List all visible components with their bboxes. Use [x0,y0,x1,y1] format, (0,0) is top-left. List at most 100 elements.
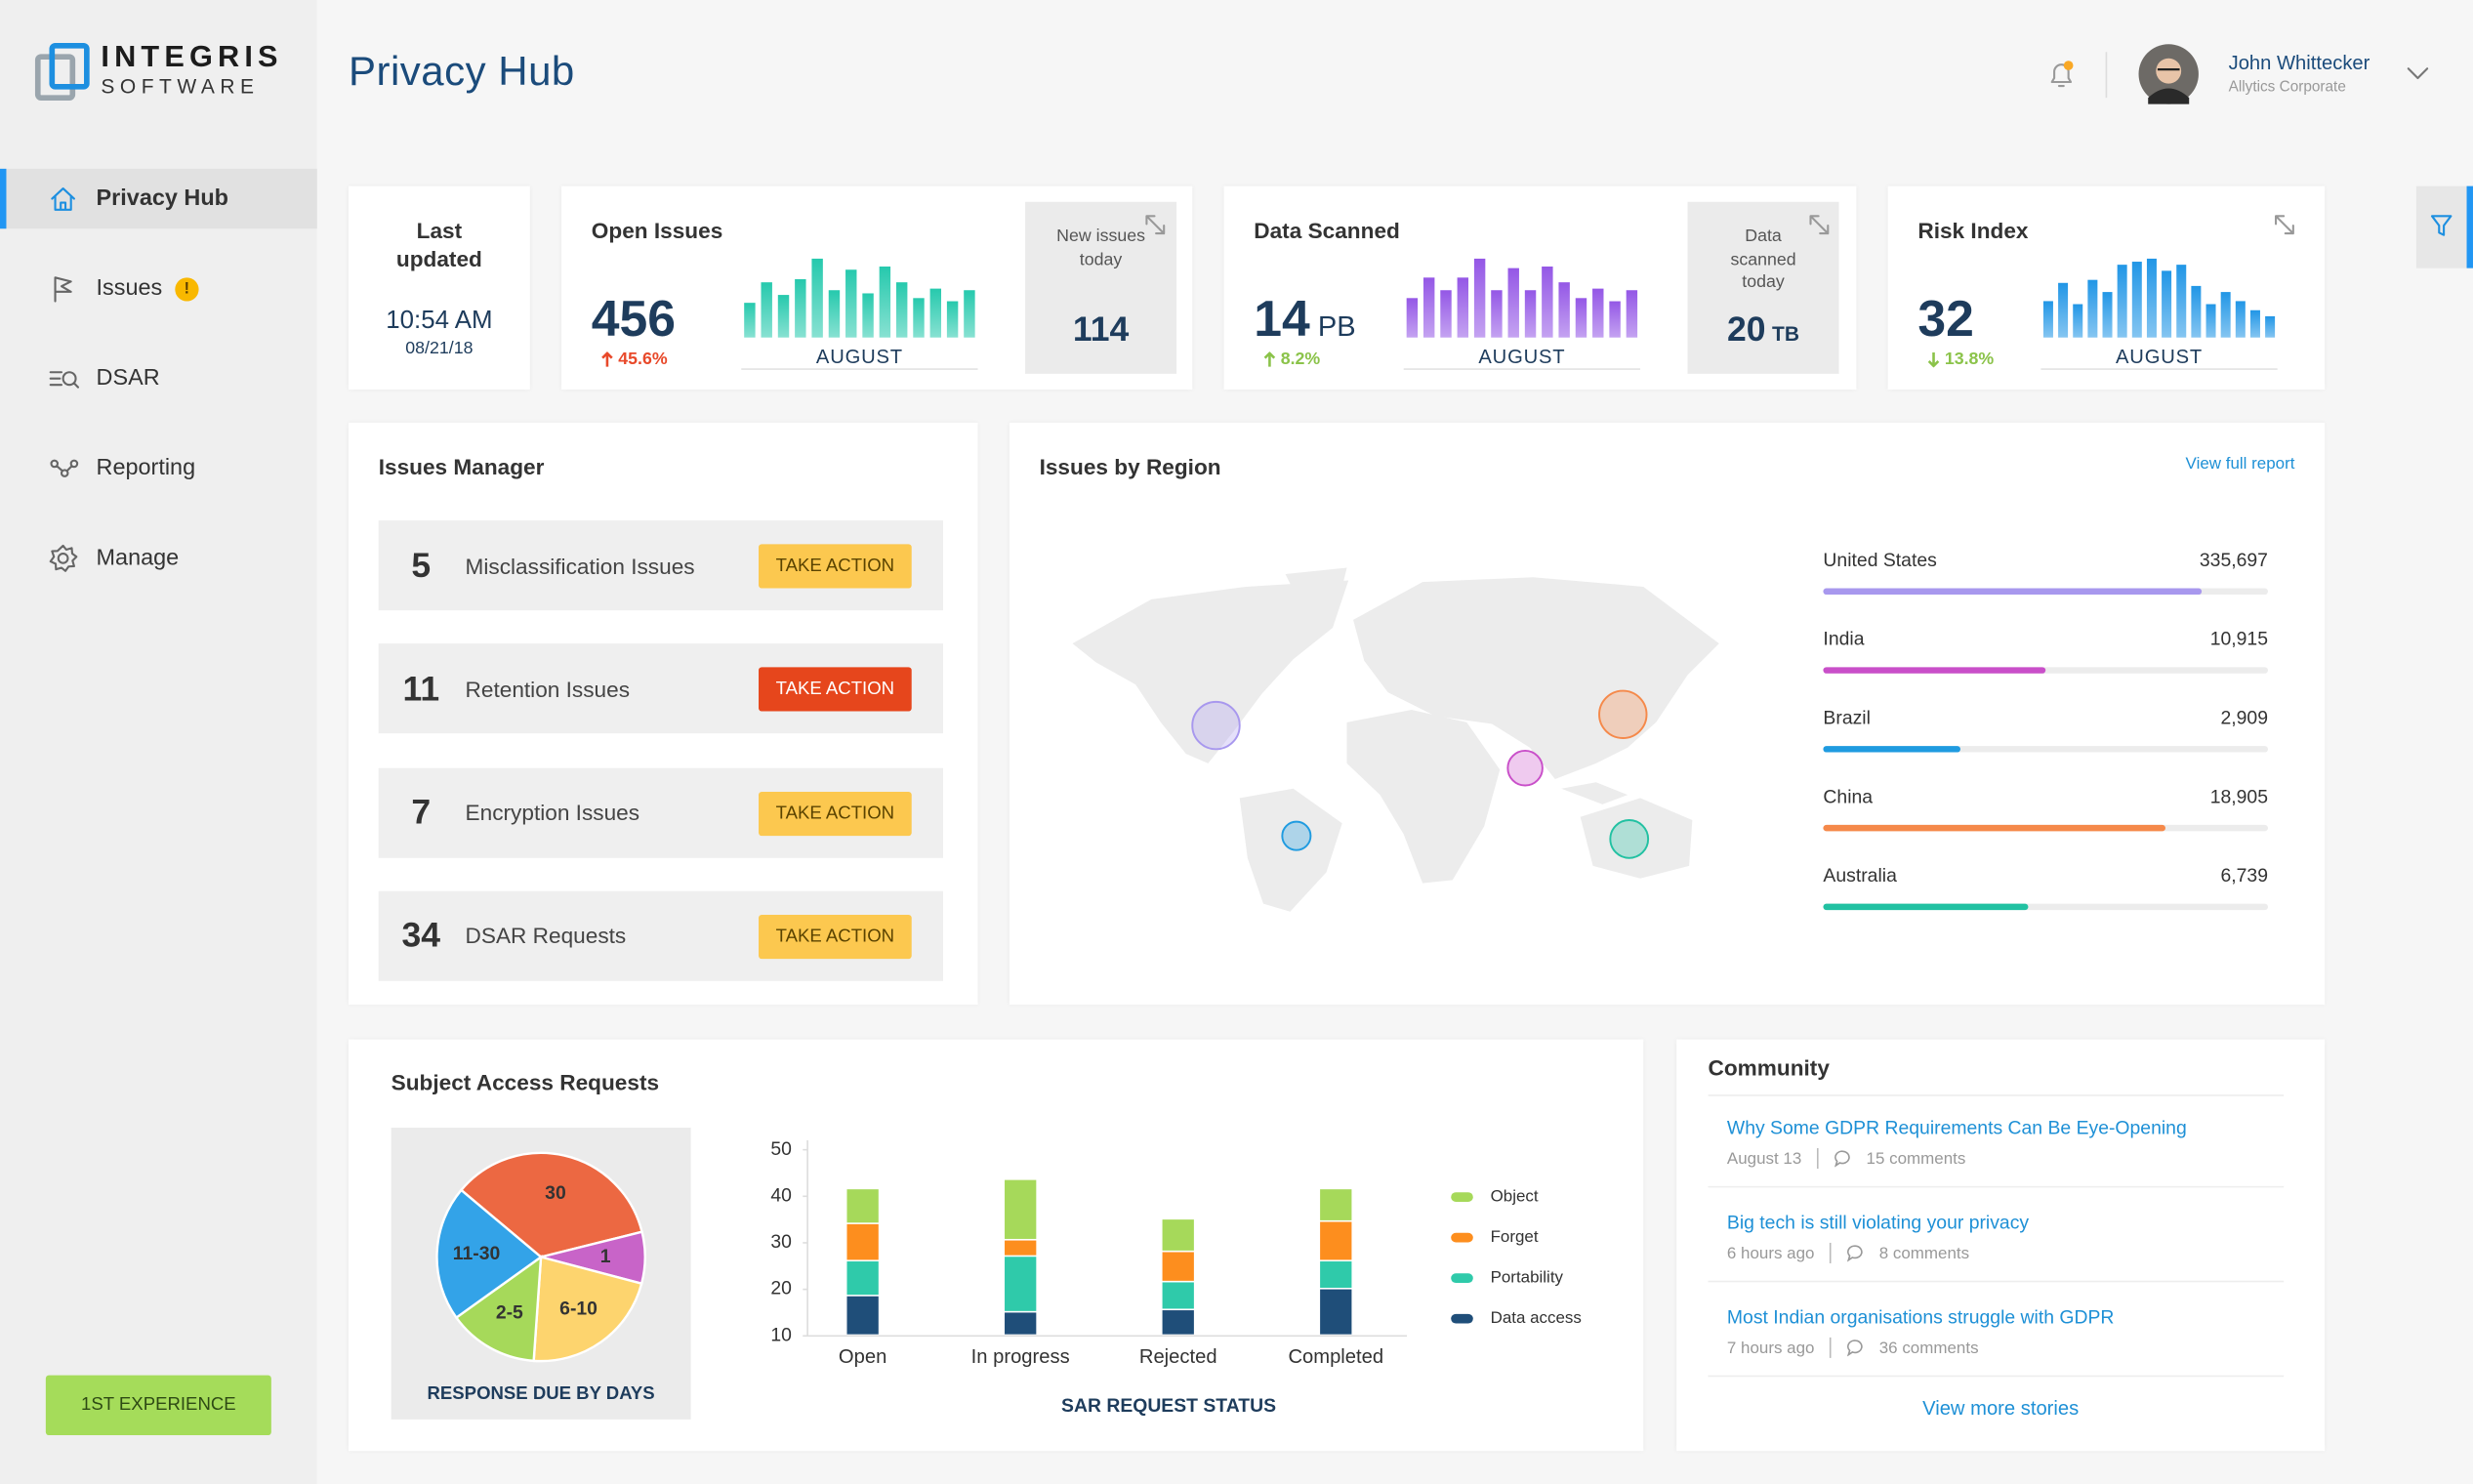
kpi-side-value-row: 20 TB [1688,309,1839,350]
filter-tab[interactable] [2415,186,2473,268]
nav-item[interactable]: Manage [0,528,317,588]
view-report-link[interactable]: View full report [2185,454,2295,474]
spark-bar [2146,258,2157,338]
issue-row: 5 Misclassification Issues TAKE ACTION [378,520,944,611]
kpi-value-row: 14 PB [1254,290,1355,349]
pie-slice [435,1188,544,1320]
story-title[interactable]: Most Indian organisations struggle with … [1726,1305,2115,1329]
nav-item[interactable]: Issues! [0,259,317,318]
spark-bar [744,303,756,338]
spark-bar [2087,279,2098,338]
kpi-card: Open Issues 456 45.6% AUGUST New issues toda… [561,186,1193,391]
cta-button[interactable]: 1ST EXPERIENCE [45,1375,271,1436]
kpi-change-row: 8.2% [1263,350,1320,369]
bar-segment [1320,1261,1352,1288]
card-title: Issues Manager [378,454,545,480]
bar-segment [1162,1282,1194,1309]
spark-bar [2117,265,2127,338]
spark-bar [2205,304,2216,338]
story-title[interactable]: Big tech is still violating your privacy [1726,1211,2030,1234]
kpi-sparkline: AUGUST [741,258,978,370]
divider [1708,1280,2285,1283]
pie-label: 11-30 [453,1243,501,1264]
kpi-side-value: 114 [1072,309,1130,350]
expand-icon[interactable] [2273,213,2296,236]
story-time: 7 hours ago [1726,1338,1815,1358]
spark-bar [795,278,806,338]
trend-arrow-shape [601,351,613,367]
region-name: Australia [1823,864,1897,886]
meta-separator [1830,1242,1833,1263]
spark-bar [828,290,841,338]
kpi-title: Data Scanned [1254,217,1400,243]
story-comments: 36 comments [1878,1338,1979,1358]
issue-row: 7 Encryption Issues TAKE ACTION [378,767,944,858]
bar-segment [846,1189,879,1223]
brand-name: INTEGRIS [101,41,283,74]
user-name: John Whittecker [2228,52,2370,74]
bar-segment [1005,1312,1037,1335]
nav-item[interactable]: DSAR [0,349,317,408]
region-bubble [1598,689,1648,739]
kpi-change: 8.2% [1280,350,1321,370]
take-action-button[interactable]: TAKE ACTION [759,791,912,836]
map-land [1353,577,1719,780]
spark-bar [2058,282,2069,338]
kpi-side-unit: TB [1772,321,1800,346]
spark-bar [2176,265,2187,338]
spark-bar [895,282,908,338]
trend-arrow-shape [1927,352,1940,368]
user-menu-chevron[interactable] [2407,66,2429,82]
nav-item[interactable]: Reporting [0,438,317,498]
logo-square-front [49,43,90,90]
pie-slice [459,1151,644,1258]
spark-bar [1592,288,1604,338]
kpi-month: AUGUST [1478,347,1565,368]
spark-bar [1575,298,1587,338]
pie-label: 1 [600,1246,611,1267]
take-action-button[interactable]: TAKE ACTION [759,667,912,713]
issue-count: 11 [402,668,440,708]
kpi-value-row: 32 [1917,290,1973,349]
bar-segment [1005,1257,1037,1311]
expand-icon[interactable] [1807,213,1831,236]
nav-label: Privacy Hub [96,186,228,212]
bar-segment [1005,1179,1037,1239]
story-comments: 8 comments [1878,1243,1970,1263]
bar-segment [1005,1240,1037,1256]
spark-bar [811,258,823,338]
spark-bar [2220,292,2231,338]
take-action-button[interactable]: TAKE ACTION [759,914,912,960]
y-tick-label: 50 [770,1138,792,1160]
map-land [1580,798,1693,879]
spark-bar [2102,292,2113,338]
bar-segment [1162,1252,1194,1281]
comment-icon-shape [1834,1150,1851,1168]
pie-slice [532,1255,643,1363]
spark-bar [1609,301,1621,338]
spark-bar [946,301,959,338]
status-chart: 10 20 30 40 50 Open In progress Rejected Complet… [770,1138,1581,1417]
story-comments: 15 comments [1866,1148,1966,1169]
nav-badge: ! [175,276,199,301]
x-axis-title: SAR REQUEST STATUS [1061,1395,1276,1417]
take-action-button[interactable]: TAKE ACTION [759,544,912,589]
bar-segment [846,1223,879,1260]
pie-panel: 30 1 6-10 2-5 11-30 RESPONSE DUE BY DAYS [391,1128,691,1420]
kpi-change-row: 13.8% [1927,350,1994,369]
kpi-month: AUGUST [816,347,903,368]
kpi-title: Risk Index [1917,217,2029,243]
nav-item[interactable]: Privacy Hub [0,168,317,229]
region-bar-track [1823,746,2268,753]
region-bubble [1191,700,1241,751]
story-title[interactable]: Why Some GDPR Requirements Can Be Eye-Op… [1726,1116,2187,1139]
kpi-card: Risk Index 32 13.8% AUGUST [1887,186,2326,391]
spark-bar [1507,268,1519,338]
view-more-link[interactable]: View more stories [1922,1397,2080,1420]
expand-icon[interactable] [1143,213,1167,236]
x-tick-label: In progress [971,1346,1070,1368]
bar-segment [1320,1289,1352,1335]
spark-bar [1406,298,1419,338]
divider [1708,1185,2285,1188]
